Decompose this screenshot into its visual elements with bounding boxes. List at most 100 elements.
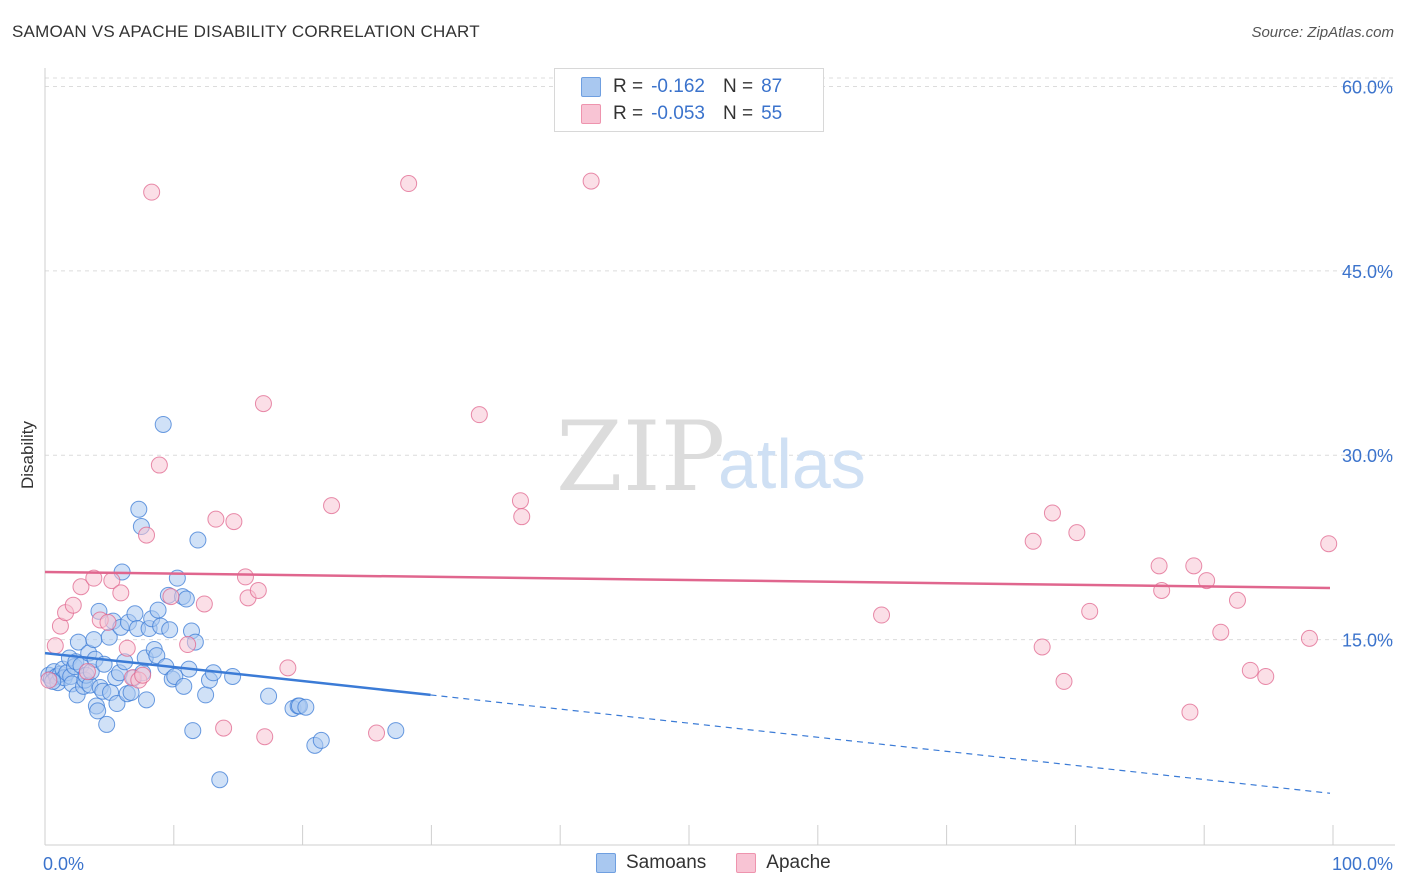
apache-point [470,406,488,424]
source-label: Source: ZipAtlas.com [1251,24,1394,41]
x-tick-label-min: 0.0% [43,854,84,874]
samoans-point [108,695,126,713]
apache-point [162,588,180,606]
r-value: -0.053 [651,103,705,124]
apache-point [1068,524,1086,542]
apache-point [279,659,297,677]
apache-point [143,183,161,201]
legend-item-apache[interactable]: Apache [736,852,831,874]
apache-point [513,508,531,526]
apache-point [582,172,600,190]
r-label: R = [613,103,644,124]
x-tick-label-max: 100.0% [1332,854,1393,874]
samoans-point [154,415,172,433]
apache-point [1181,703,1199,721]
legend-label: Apache [766,852,831,873]
samoans-point [89,702,107,720]
apache-point [215,719,233,737]
trend-lines [44,570,1331,794]
samoans-swatch [581,77,601,97]
apache-swatch [736,853,757,873]
samoans-point [149,601,167,619]
apache-point [1241,661,1259,679]
apache-point [207,510,225,528]
apache-point [179,636,197,654]
apache-point [1228,591,1246,609]
apache-point [225,513,243,531]
apache-point [72,578,90,596]
apache-point [46,637,64,655]
apache-point [1081,602,1099,620]
apache-point [1024,532,1042,550]
samoans-point [85,631,103,649]
apache-point [368,724,386,742]
n-value: 55 [761,103,783,124]
apache-point [323,497,341,515]
samoans-point [189,531,207,549]
n-value: 87 [761,76,783,97]
samoans-point [297,698,315,716]
legend-item-samoans[interactable]: Samoans [596,852,706,874]
samoans-point [387,722,405,740]
apache-point [1150,557,1168,575]
samoans-trend-line [44,651,431,697]
series-legend: Samoans Apache [596,852,861,874]
y-tick-label: 60.0% [1342,77,1393,97]
samoans-point [211,771,229,789]
apache-point [873,606,891,624]
legend-row-samoans: R = -0.162 N = 87 [581,74,782,100]
y-axis-label: Disability [18,420,37,490]
apache-point [1257,667,1275,685]
samoans-point [224,667,242,685]
watermark-zip: ZIP [556,401,725,513]
samoans-point [175,677,193,695]
apache-point [256,728,274,746]
apache-point [118,639,136,657]
apache-point [150,456,168,474]
grid-lines [45,77,1395,641]
apache-point [511,492,529,510]
tick-labels: 15.0% 30.0% 45.0% 60.0% 0.0% 100.0% [43,77,1393,874]
samoans-point [161,621,179,639]
watermark-atlas: atlas [718,425,866,503]
apache-point [195,595,213,613]
r-label: R = [613,76,644,97]
n-label: N = [722,103,754,124]
apache-point [85,569,103,587]
r-value: -0.162 [651,76,705,97]
apache-trend-line [44,570,1331,590]
legend-row-apache: R = -0.053 N = 55 [581,101,782,127]
apache-point [1212,623,1230,641]
apache-point [249,581,267,599]
n-label: N = [722,76,754,97]
apache-point [1300,629,1318,647]
samoans-point [260,687,278,705]
samoans-point [126,605,144,623]
apache-point [64,596,82,614]
apache-point [99,613,117,631]
data-points [40,172,1338,789]
correlation-legend: R = -0.162 N = 87 R = -0.053 N = 55 [554,68,824,132]
apache-point [400,175,418,193]
samoans-point [130,500,148,518]
legend-label: Samoans [626,852,707,873]
apache-point [1185,557,1203,575]
apache-point [138,526,156,544]
samoans-point [98,715,116,733]
samoans-trend-extension [430,694,1331,794]
apache-point [1033,638,1051,656]
apache-point [112,584,130,602]
y-tick-label: 45.0% [1342,262,1393,282]
apache-point [134,666,152,684]
samoans-point [148,647,166,665]
samoans-point [177,590,195,608]
samoans-point [184,722,202,740]
samoans-point [197,686,215,704]
apache-swatch [581,104,601,124]
apache-point [1198,572,1216,590]
y-tick-label: 30.0% [1342,446,1393,466]
apache-point [1043,504,1061,522]
chart-title: SAMOAN VS APACHE DISABILITY CORRELATION … [12,22,480,41]
apache-point [78,663,96,681]
